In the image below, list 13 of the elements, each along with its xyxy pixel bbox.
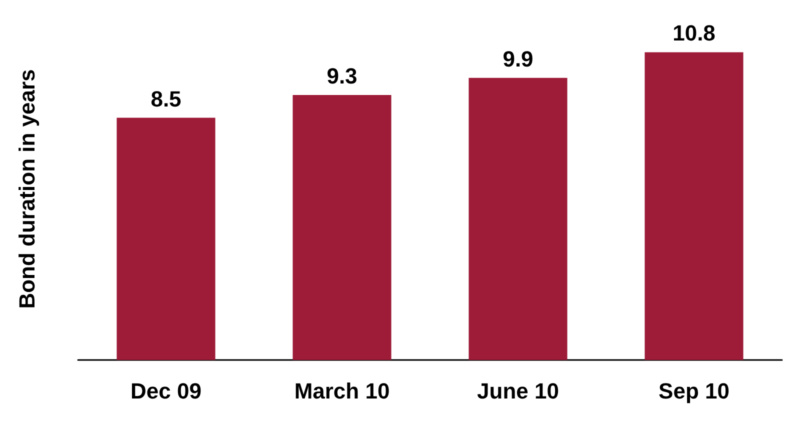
y-axis-title: Bond duration in years <box>14 69 40 309</box>
bar <box>644 52 744 360</box>
data-label: 9.9 <box>502 46 534 72</box>
x-tick-label: Sep 10 <box>658 378 730 404</box>
data-label: 10.8 <box>672 20 716 46</box>
data-label: 8.5 <box>150 86 182 112</box>
x-tick-label: June 10 <box>477 378 559 404</box>
x-tick-label: Dec 09 <box>130 378 202 404</box>
bar <box>116 118 216 360</box>
bar <box>292 94 392 360</box>
bar <box>468 78 568 360</box>
data-label: 9.3 <box>326 63 358 88</box>
x-tick-label: March 10 <box>294 378 390 404</box>
